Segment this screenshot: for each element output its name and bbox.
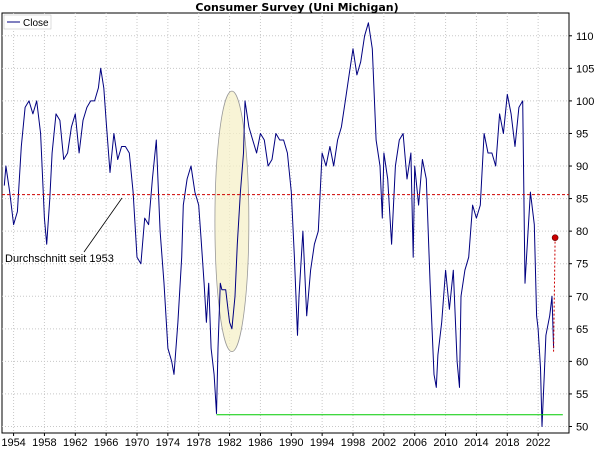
x-tick-label: 1954 bbox=[1, 437, 25, 449]
legend-label-close: Close bbox=[23, 18, 49, 29]
y-tick-label: 80 bbox=[576, 226, 588, 238]
legend: Close bbox=[3, 14, 52, 30]
x-tick-label: 1958 bbox=[32, 437, 56, 449]
y-tick-label: 70 bbox=[576, 291, 588, 303]
y-tick-label: 110 bbox=[576, 31, 594, 43]
x-tick-label: 1986 bbox=[248, 437, 272, 449]
reference-group bbox=[2, 194, 569, 416]
x-tick-label: 1962 bbox=[63, 437, 87, 449]
x-tick-label: 2006 bbox=[402, 437, 426, 449]
y-tick-label: 60 bbox=[576, 356, 588, 368]
x-tick-label: 1974 bbox=[156, 437, 180, 449]
average-annotation-label: Durchschnitt seit 1953 bbox=[5, 253, 114, 265]
forecast-point bbox=[551, 234, 559, 241]
highlight-group bbox=[214, 90, 250, 353]
plot-frame bbox=[1, 12, 570, 434]
annotation-leader-line bbox=[83, 197, 123, 253]
y-tick-label: 65 bbox=[576, 324, 588, 336]
y-tick-label: 85 bbox=[576, 194, 588, 206]
x-tick-label: 1982 bbox=[217, 437, 241, 449]
x-tick-label: 1994 bbox=[310, 437, 334, 449]
grid-lines bbox=[2, 13, 569, 433]
series-close-line bbox=[3, 22, 555, 427]
x-tick-label: 2022 bbox=[526, 437, 550, 449]
legend-box bbox=[3, 14, 52, 30]
forecast-connector bbox=[553, 237, 556, 352]
y-axis: 50 55 60 65 70 75 80 85 90 95 100 105 110 bbox=[569, 31, 594, 433]
y-tick-label: 55 bbox=[576, 389, 588, 401]
y-tick-label: 90 bbox=[576, 161, 588, 173]
x-tick-label: 1966 bbox=[94, 437, 118, 449]
y-tick-label: 100 bbox=[576, 96, 594, 108]
y-tick-label: 105 bbox=[576, 63, 594, 75]
average-annotation: Durchschnitt seit 1953 bbox=[5, 197, 123, 265]
y-tick-label: 75 bbox=[576, 259, 588, 271]
x-tick-label: 1990 bbox=[279, 437, 303, 449]
x-tick-label: 2018 bbox=[495, 437, 519, 449]
highlight-ellipse bbox=[214, 90, 250, 353]
x-tick-label: 1970 bbox=[125, 437, 149, 449]
y-tick-label: 95 bbox=[576, 128, 588, 140]
y-tick-label: 50 bbox=[576, 421, 588, 433]
x-tick-label: 2002 bbox=[372, 437, 396, 449]
x-tick-label: 1978 bbox=[186, 437, 210, 449]
x-axis: 1954 1958 1962 1966 1970 1974 1978 1982 1986 1990… bbox=[1, 433, 550, 449]
chart-title: Consumer Survey (Uni Michigan) bbox=[195, 1, 398, 14]
x-tick-label: 2010 bbox=[433, 437, 457, 449]
series-group bbox=[3, 22, 555, 427]
x-tick-label: 1998 bbox=[341, 437, 365, 449]
x-tick-label: 2014 bbox=[464, 437, 488, 449]
